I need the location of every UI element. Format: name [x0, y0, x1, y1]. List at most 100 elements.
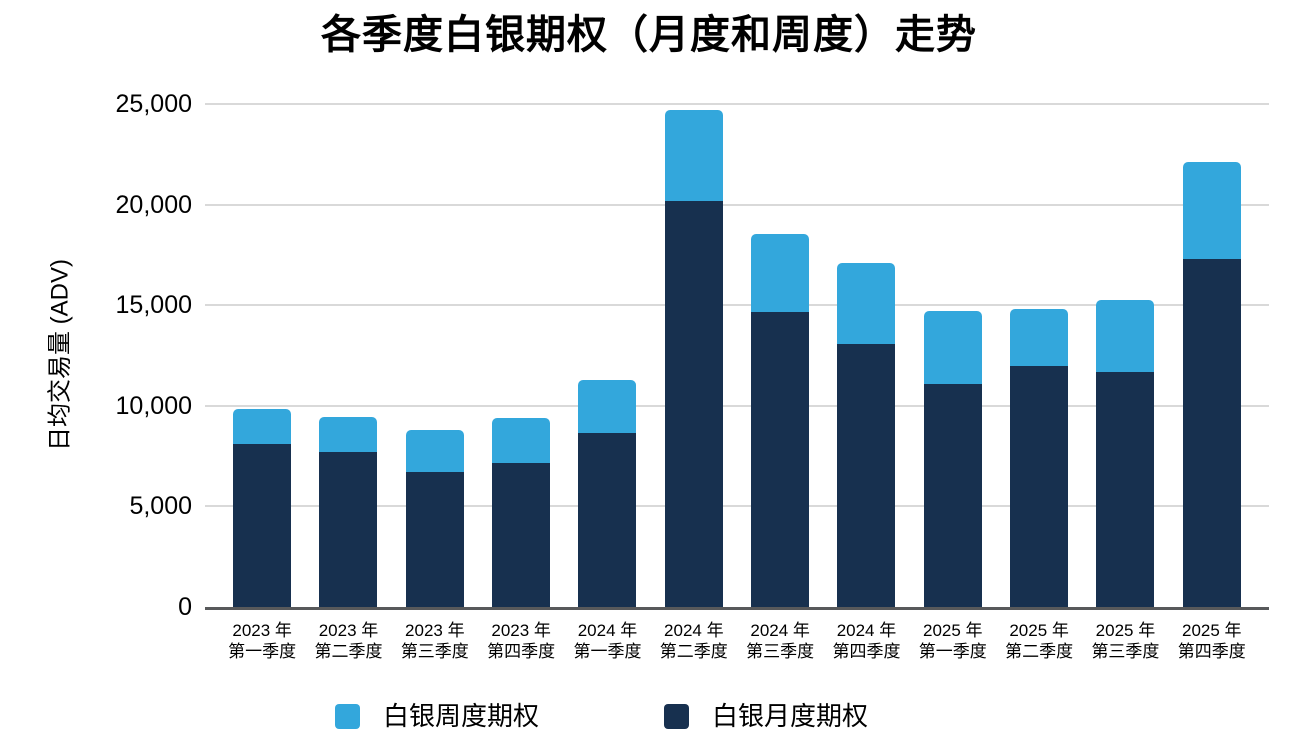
bar-group: [664, 110, 723, 607]
bar-group: [1010, 309, 1069, 607]
x-tick-quarter: 第二季度: [314, 642, 383, 661]
x-tick-quarter: 第四季度: [832, 642, 901, 661]
gridline: [205, 204, 1269, 206]
bar-group: [837, 262, 896, 607]
x-tick-label: 2024 年第一季度: [564, 620, 650, 662]
x-tick-label: 2025 年第四季度: [1169, 620, 1255, 662]
bar-group: [751, 233, 810, 607]
x-tick-year: 2024 年: [577, 621, 638, 640]
bar-slot: [737, 104, 823, 607]
bar-segment-monthly: [1096, 371, 1155, 607]
bar-segment-monthly: [664, 200, 723, 607]
x-tick-label: 2024 年第三季度: [737, 620, 823, 662]
bar-segment-weekly: [233, 408, 292, 445]
bar-group: [923, 311, 982, 607]
bar-segment-weekly: [405, 429, 464, 473]
bar-segment-weekly: [492, 417, 551, 464]
x-tick-label: 2024 年第二季度: [651, 620, 737, 662]
bar-segment-weekly: [1096, 300, 1155, 372]
bar-slot: [996, 104, 1082, 607]
bar-slot: [305, 104, 391, 607]
bar-slot: [1082, 104, 1168, 607]
x-tick-label: 2024 年第四季度: [823, 620, 909, 662]
bar-segment-monthly: [492, 463, 551, 607]
legend-swatch: [335, 703, 360, 729]
gridline: [205, 103, 1269, 105]
bar-segment-weekly: [319, 416, 378, 453]
x-tick-year: 2024 年: [664, 621, 724, 640]
x-tick-label: 2025 年第二季度: [996, 620, 1082, 662]
x-tick-year: 2023 年: [491, 621, 551, 640]
bar-segment-weekly: [578, 379, 637, 433]
bar-group: [578, 379, 637, 607]
gridline: [205, 505, 1269, 507]
bar-segment-monthly: [233, 444, 292, 607]
bar-segment-weekly: [837, 262, 896, 345]
y-tick-label: 0: [178, 593, 192, 621]
x-tick-quarter: 第一季度: [573, 642, 642, 661]
bar-segment-monthly: [1182, 258, 1241, 607]
legend-swatch: [664, 703, 690, 729]
legend-label: 白银月度期权: [712, 701, 869, 731]
x-tick-quarter: 第四季度: [487, 642, 556, 661]
x-tick-quarter: 第一季度: [228, 642, 297, 661]
bar-segment-monthly: [751, 312, 810, 607]
x-tick-quarter: 第四季度: [1177, 642, 1246, 661]
bar-segment-monthly: [405, 472, 464, 607]
x-tick-label: 2023 年第二季度: [305, 620, 391, 662]
bar-segment-weekly: [751, 233, 810, 313]
gridline: [205, 304, 1269, 306]
x-tick-quarter: 第二季度: [1005, 642, 1074, 661]
bar-segment-weekly: [1182, 162, 1241, 259]
y-tick-label: 10,000: [115, 392, 192, 420]
bar-segment-monthly: [578, 432, 637, 607]
bar-slot: [910, 104, 996, 607]
x-tick-quarter: 第三季度: [746, 642, 815, 661]
x-tick-quarter: 第三季度: [1091, 642, 1160, 661]
bar-slot: [823, 104, 909, 607]
x-tick-label: 2023 年第三季度: [392, 620, 478, 662]
x-tick-year: 2025 年: [1182, 621, 1242, 640]
x-tick-year: 2023 年: [318, 621, 379, 640]
bar-slot: [651, 104, 737, 607]
bar-segment-weekly: [1010, 309, 1069, 366]
y-tick-label: 25,000: [115, 90, 192, 118]
x-tick-quarter: 第一季度: [918, 642, 987, 661]
bar-segment-monthly: [319, 452, 378, 607]
bar-segment-monthly: [1010, 365, 1069, 607]
x-tick-label: 2025 年第一季度: [910, 620, 996, 662]
y-tick-label: 15,000: [115, 291, 192, 319]
bar-slot: [564, 104, 650, 607]
x-tick-quarter: 第三季度: [400, 642, 469, 661]
y-tick-label: 20,000: [115, 191, 192, 219]
x-tick-year: 2024 年: [836, 621, 897, 640]
bar-segment-monthly: [923, 383, 982, 607]
x-tick-year: 2024 年: [750, 621, 810, 640]
bar-slot: [1169, 104, 1255, 607]
legend-item: 白银周度期权: [335, 701, 539, 731]
x-tick-label: 2023 年第四季度: [478, 620, 564, 662]
x-tick-year: 2025 年: [923, 621, 983, 640]
bar-slot: [392, 104, 478, 607]
bar-segment-weekly: [923, 311, 982, 384]
bar-slot: [219, 104, 305, 607]
bar-group: [233, 408, 292, 607]
x-axis-labels: 2023 年第一季度 2023 年第二季度 2023 年第三季度 2023 年第四季度…: [205, 620, 1269, 662]
bar-segment-weekly: [664, 110, 723, 201]
x-tick-label: 2023 年第一季度: [219, 620, 305, 662]
bar-group: [405, 429, 464, 607]
bar-group: [1182, 162, 1241, 607]
bar-slot: [478, 104, 564, 607]
bar-group: [319, 416, 378, 607]
y-axis-title: 日均交易量 (ADV): [46, 259, 74, 451]
plot-area: 0 5,000 10,000 15,000 20,000 25,000: [116, 91, 1269, 620]
x-tick-year: 2025 年: [1009, 621, 1069, 640]
chart-title: 各季度白银期权（月度和周度）走势: [321, 12, 977, 57]
y-tick-label: 5,000: [129, 492, 192, 520]
bar-group: [1096, 300, 1155, 607]
x-tick-quarter: 第二季度: [659, 642, 728, 661]
legend-label: 白银周度期权: [383, 701, 540, 731]
bar-segment-monthly: [837, 344, 896, 607]
legend: 白银周度期权 白银月度期权: [335, 701, 868, 731]
